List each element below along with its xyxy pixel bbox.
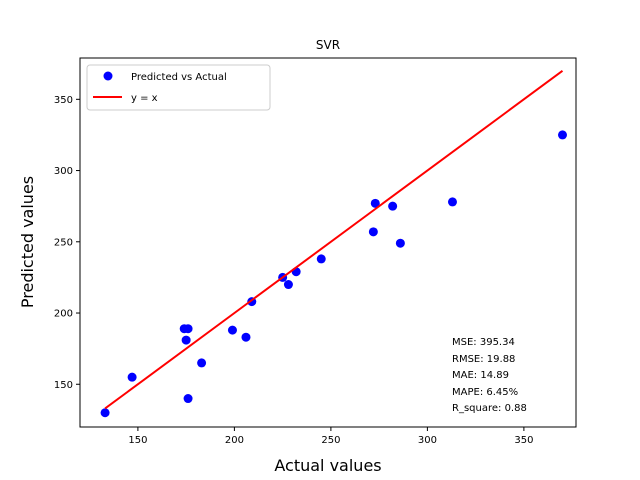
scatter-point <box>241 332 251 342</box>
y-axis-ticks: 150 200 250 300 350 <box>54 95 80 391</box>
y-tick-label: 150 <box>54 380 73 391</box>
scatter-point <box>388 201 398 211</box>
scatter-point <box>368 227 378 237</box>
scatter-point <box>197 358 207 368</box>
scatter-point <box>183 394 193 404</box>
series-layer <box>100 70 567 418</box>
x-tick-label: 200 <box>225 435 244 446</box>
y-axis-title: Predicted values <box>18 176 37 308</box>
x-tick-label: 150 <box>128 435 147 446</box>
y-tick-label: 200 <box>54 309 73 320</box>
scatter-point <box>447 197 457 207</box>
y-tick-label: 300 <box>54 166 73 177</box>
scatter-point <box>181 335 191 345</box>
legend-marker-scatter <box>103 71 113 81</box>
scatter-point <box>370 198 380 208</box>
scatter-point <box>227 325 237 335</box>
y-tick-label: 350 <box>54 95 73 106</box>
x-tick-label: 300 <box>418 435 437 446</box>
metrics-annotation: MSE: 395.34 RMSE: 19.88 MAE: 14.89 MAPE:… <box>452 337 527 414</box>
metric-mape: MAPE: 6.45% <box>452 387 518 398</box>
legend-label-line: y = x <box>131 93 158 104</box>
x-tick-label: 250 <box>321 435 340 446</box>
x-axis-ticks: 150 200 250 300 350 <box>128 427 533 446</box>
x-axis-title: Actual values <box>274 456 381 475</box>
metric-rmse: RMSE: 19.88 <box>452 354 515 365</box>
scatter-point <box>183 324 193 334</box>
legend-label-scatter: Predicted vs Actual <box>131 72 227 83</box>
chart-title: SVR <box>316 38 340 52</box>
metric-mse: MSE: 395.34 <box>452 337 515 348</box>
scatter-point <box>395 238 405 248</box>
scatter-point <box>283 280 293 290</box>
metric-mae: MAE: 14.89 <box>452 370 509 381</box>
scatter-point <box>557 130 567 140</box>
legend: Predicted vs Actual y = x <box>86 64 271 111</box>
legend-box <box>86 64 271 111</box>
identity-line <box>104 70 564 410</box>
scatter-point <box>316 254 326 264</box>
scatter-point <box>100 408 110 418</box>
x-tick-label: 350 <box>514 435 533 446</box>
metric-r-square: R_square: 0.88 <box>452 403 527 414</box>
y-tick-label: 250 <box>54 237 73 248</box>
scatter-point <box>127 372 137 382</box>
